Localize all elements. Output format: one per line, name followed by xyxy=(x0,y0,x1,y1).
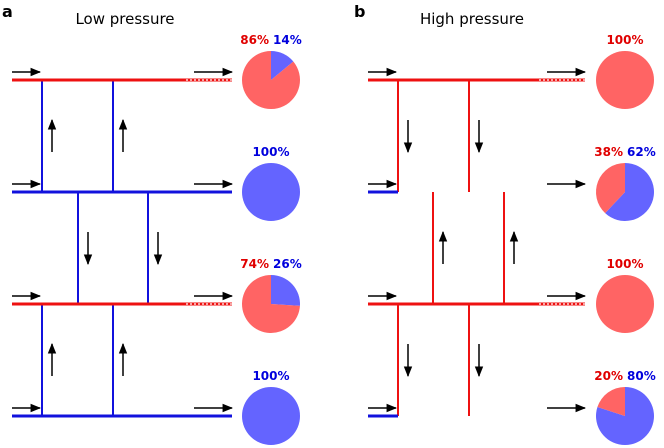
pie-slice-blue xyxy=(242,387,300,445)
pie-slice-blue xyxy=(271,275,300,306)
pie-slice-red xyxy=(595,163,625,214)
panel-a: a Low pressure 86% 14% 100% 74% 26% 100% xyxy=(2,2,302,445)
panel-title: High pressure xyxy=(420,10,524,28)
composition-pie xyxy=(242,275,300,334)
panel-letter: a xyxy=(2,2,13,21)
composition-pie xyxy=(242,163,300,221)
composition-pie xyxy=(242,387,300,445)
pie-slice-red xyxy=(241,51,300,109)
blue-percent-label: 62% xyxy=(627,145,656,159)
composition-pie xyxy=(596,275,654,333)
composition-pie xyxy=(241,51,300,109)
pie-slice-red xyxy=(242,275,300,334)
composition-pie xyxy=(596,51,654,109)
panel-letter: b xyxy=(354,2,365,21)
red-percent-label: 74% xyxy=(240,257,269,271)
pie-slice-red xyxy=(596,51,654,109)
panel-title: Low pressure xyxy=(75,10,174,28)
pie-slice-blue xyxy=(605,163,654,221)
red-percent-label: 86% xyxy=(240,33,269,47)
panel-b: b High pressure 100% 38% 62% 100% 20% 80% xyxy=(354,2,656,445)
composition-pie xyxy=(595,163,654,221)
pie-slice-red xyxy=(597,387,625,416)
blue-percent-label: 100% xyxy=(252,369,289,383)
red-percent-label: 38% xyxy=(594,145,623,159)
blue-percent-label: 80% xyxy=(627,369,656,383)
pie-slice-blue xyxy=(271,51,294,80)
blue-percent-label: 100% xyxy=(252,145,289,159)
pie-slice-red xyxy=(596,275,654,333)
red-percent-label: 100% xyxy=(606,33,643,47)
red-percent-label: 20% xyxy=(594,369,623,383)
blue-percent-label: 26% xyxy=(273,257,302,271)
blue-percent-label: 14% xyxy=(273,33,302,47)
red-percent-label: 100% xyxy=(606,257,643,271)
pie-slice-blue xyxy=(242,163,300,221)
composition-pie xyxy=(596,387,654,445)
